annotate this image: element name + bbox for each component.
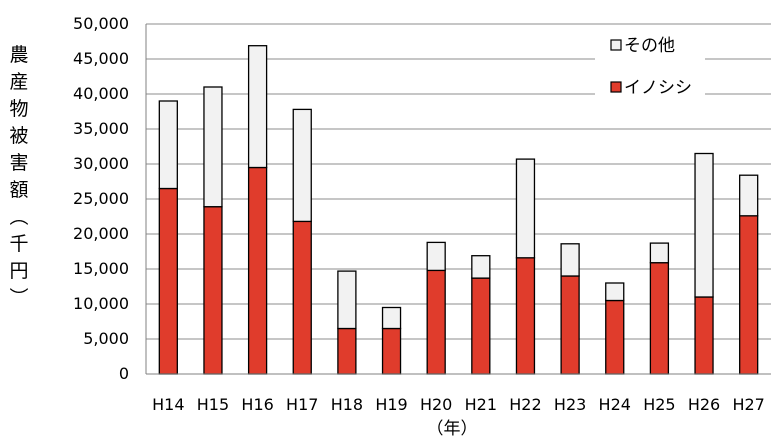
bar-other bbox=[292, 108, 312, 223]
y-tick-label: 15,000 bbox=[73, 259, 129, 278]
y-axis-tick-labels: 0 5,000 10,000 15,000 20,000 25,000 30,000 35,0… bbox=[73, 14, 129, 383]
bar-other bbox=[560, 243, 580, 277]
bar-inoshishi bbox=[649, 262, 670, 375]
x-tick-label: H27 bbox=[732, 395, 764, 414]
bar-other bbox=[471, 255, 491, 279]
bar-inoshishi bbox=[426, 269, 446, 375]
x-tick-label: H15 bbox=[197, 395, 229, 414]
legend-swatch-other bbox=[610, 39, 622, 51]
legend: その他 イノシシ bbox=[595, 30, 705, 106]
y-tick-label: 50,000 bbox=[73, 14, 129, 33]
bar-other bbox=[381, 306, 402, 330]
y-tick-label: 10,000 bbox=[73, 294, 129, 313]
bar-inoshishi bbox=[560, 275, 580, 375]
y-axis-title-char: 害 bbox=[9, 152, 29, 174]
legend-swatch-inoshishi bbox=[610, 81, 622, 93]
x-tick-label: H24 bbox=[599, 395, 631, 414]
y-tick-label: 5,000 bbox=[83, 329, 129, 348]
axes bbox=[145, 24, 771, 375]
x-tick-label: H17 bbox=[286, 395, 318, 414]
y-axis-title-char: 千 bbox=[9, 233, 29, 255]
bar-other bbox=[739, 174, 759, 217]
y-tick-label: 25,000 bbox=[73, 189, 129, 208]
bar-inoshishi bbox=[471, 277, 491, 375]
x-tick-label: H21 bbox=[465, 395, 497, 414]
bar-inoshishi bbox=[337, 327, 357, 375]
bar-other bbox=[649, 242, 670, 264]
y-axis-title: 農産物被害額 ︵ 千円 ︶ bbox=[6, 42, 32, 312]
y-axis-title-char: ︵ bbox=[9, 206, 29, 228]
bar-inoshishi bbox=[158, 187, 178, 375]
bar-inoshishi bbox=[739, 215, 759, 375]
bar-other bbox=[158, 100, 178, 190]
y-tick-label: 40,000 bbox=[73, 84, 129, 103]
x-tick-label: H23 bbox=[554, 395, 586, 414]
y-axis-title-char: ︶ bbox=[9, 287, 29, 309]
y-axis-title-char: 物 bbox=[9, 98, 29, 120]
bar-inoshishi bbox=[247, 166, 268, 375]
y-tick-label: 35,000 bbox=[73, 119, 129, 138]
y-axis-title-char: 額 bbox=[9, 179, 29, 201]
y-tick-label: 0 bbox=[119, 364, 129, 383]
bars bbox=[158, 45, 759, 375]
x-tick-label: H25 bbox=[643, 395, 675, 414]
x-tick-label: H18 bbox=[331, 395, 363, 414]
bar-other bbox=[337, 270, 357, 330]
x-tick-label: H26 bbox=[688, 395, 720, 414]
x-axis-title: （年） bbox=[427, 419, 478, 439]
legend-label-inoshishi: イノシシ bbox=[624, 78, 692, 98]
y-axis-title-char: 被 bbox=[9, 125, 29, 147]
y-tick-label: 30,000 bbox=[73, 154, 129, 173]
x-tick-label: H14 bbox=[152, 395, 184, 414]
bar-other bbox=[426, 241, 446, 272]
bar-other bbox=[515, 158, 536, 259]
y-tick-label: 20,000 bbox=[73, 224, 129, 243]
bar-inoshishi bbox=[605, 299, 625, 375]
y-tick-label: 45,000 bbox=[73, 49, 129, 68]
bar-inoshishi bbox=[203, 206, 223, 375]
bar-inoshishi bbox=[694, 296, 714, 375]
bar-other bbox=[694, 152, 714, 298]
x-tick-label: H20 bbox=[420, 395, 452, 414]
y-axis-title-char: 円 bbox=[9, 260, 29, 282]
bar-inoshishi bbox=[381, 327, 402, 375]
bar-inoshishi bbox=[292, 220, 312, 375]
legend-label-other: その他 bbox=[624, 36, 675, 56]
bar-other bbox=[247, 45, 268, 169]
bar-other bbox=[203, 86, 223, 208]
bar-inoshishi bbox=[515, 257, 536, 375]
bar-other bbox=[605, 282, 625, 302]
x-tick-label: H16 bbox=[241, 395, 273, 414]
y-axis-title-char: 産 bbox=[9, 71, 29, 93]
x-tick-label: H19 bbox=[375, 395, 407, 414]
x-axis-tick-labels: H14 H15 H16 H17 H18 H19 H20 H21 H22 H23 H24 H25 H26 H… bbox=[152, 395, 765, 414]
x-tick-label: H22 bbox=[509, 395, 541, 414]
y-axis-title-char: 農 bbox=[9, 44, 29, 66]
